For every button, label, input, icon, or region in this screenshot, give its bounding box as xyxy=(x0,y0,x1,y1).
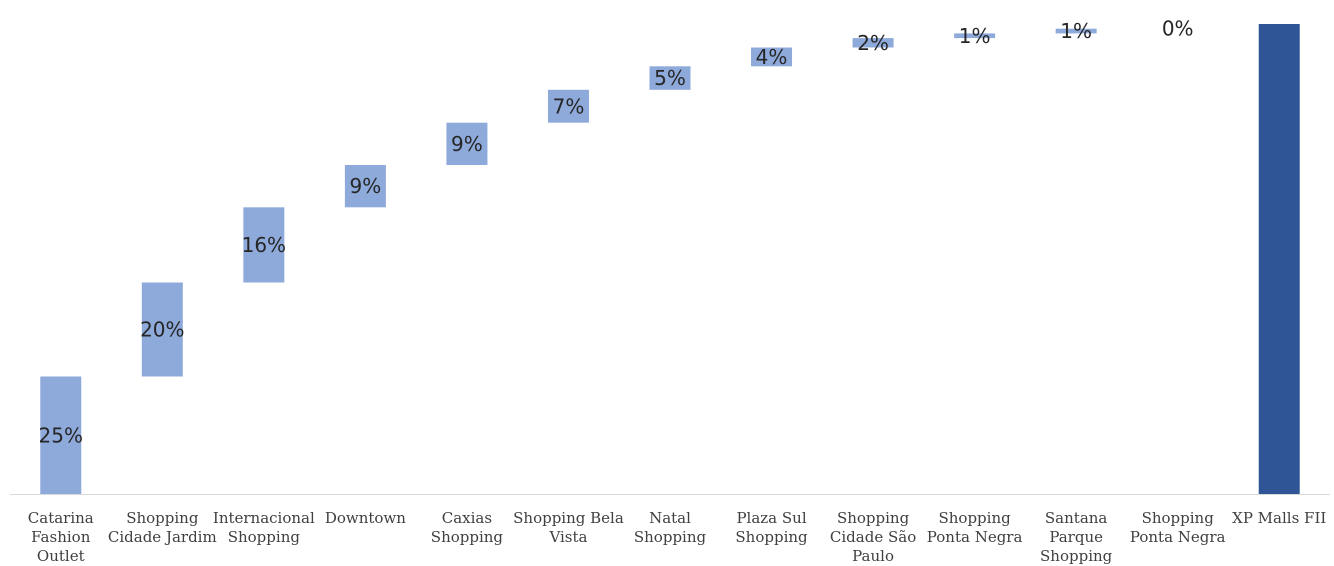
waterfall-bar xyxy=(1055,28,1097,34)
category-label: Catarina Fashion Outlet xyxy=(28,509,94,565)
category-label: Shopping Bela Vista xyxy=(513,509,624,546)
waterfall-bar xyxy=(547,89,589,123)
data-label: 20% xyxy=(140,318,184,342)
category-label: Santana Parque Shopping xyxy=(1040,509,1113,565)
category-label: Shopping Ponta Negra xyxy=(1130,509,1226,546)
data-labels-group: 25% 20% 16% 9% 9% 7% 5% 4% 2% 1% 1% 0% xyxy=(39,17,1194,448)
category-label: Natal Shopping xyxy=(634,509,707,546)
waterfall-bar xyxy=(446,122,488,165)
category-label: Caxias Shopping xyxy=(431,509,504,546)
category-label: Shopping Cidade Jardim xyxy=(108,509,217,546)
data-label: 25% xyxy=(39,423,83,447)
category-labels-group: Catarina Fashion Outlet Shopping Cidade Jard… xyxy=(28,509,1327,565)
total-bar xyxy=(1258,24,1300,494)
category-label: Internacional Shopping xyxy=(213,509,315,546)
waterfall-bar xyxy=(243,207,285,283)
waterfall-bar xyxy=(751,47,793,67)
category-label: Plaza Sul Shopping xyxy=(735,509,808,546)
waterfall-bar xyxy=(954,33,996,39)
waterfall-bar xyxy=(852,38,894,48)
category-label: Shopping Ponta Negra xyxy=(927,509,1023,546)
data-label: 1% xyxy=(959,24,991,48)
category-label: Shopping Cidade São Paulo xyxy=(830,509,916,565)
data-label: 9% xyxy=(350,174,382,198)
waterfall-bar xyxy=(649,66,691,90)
category-label: XP Malls FII xyxy=(1232,509,1326,527)
data-label: 1% xyxy=(1060,19,1092,43)
data-label: 5% xyxy=(654,66,686,90)
data-label: 16% xyxy=(242,233,286,257)
data-label: 7% xyxy=(553,94,585,118)
data-label: 9% xyxy=(451,132,483,156)
bars-group xyxy=(40,24,1300,494)
category-label: Downtown xyxy=(325,509,406,527)
waterfall-bar xyxy=(40,376,82,494)
data-label: 4% xyxy=(756,45,788,69)
waterfall-bar xyxy=(141,282,183,377)
data-label: 2% xyxy=(857,31,889,55)
waterfall-bar xyxy=(344,165,386,208)
data-label: 0% xyxy=(1162,17,1194,41)
